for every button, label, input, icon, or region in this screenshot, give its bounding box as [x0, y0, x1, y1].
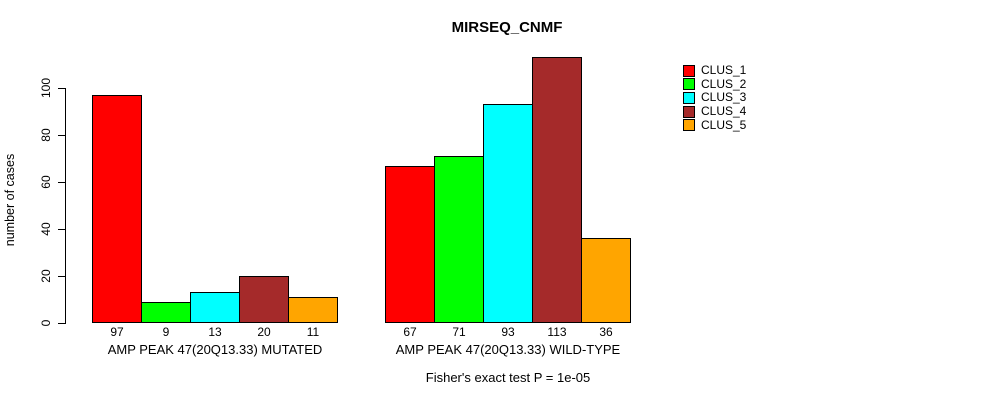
bar-value-label: 113 — [547, 325, 567, 339]
bar-clus_1-group2 — [385, 166, 435, 323]
legend-swatch — [683, 78, 695, 91]
bar-value-label: 9 — [162, 325, 170, 339]
y-tick — [58, 229, 66, 230]
bar-value-label: 97 — [110, 325, 124, 339]
y-tick-label: 80 — [39, 128, 53, 142]
bar-clus_5-group1 — [288, 297, 338, 323]
y-tick-label: 100 — [39, 77, 53, 99]
bar-value-label: 11 — [306, 325, 320, 339]
bar-value-label: 36 — [599, 325, 613, 339]
legend-item: CLUS_4 — [683, 105, 746, 119]
y-tick — [58, 276, 66, 277]
legend-swatch — [683, 105, 695, 118]
y-tick — [58, 182, 66, 183]
bar-value-label: 71 — [452, 325, 466, 339]
bar-value-label: 20 — [257, 325, 271, 339]
y-axis-line — [65, 88, 66, 324]
legend-item: CLUS_2 — [683, 76, 747, 92]
y-axis-label: number of cases — [3, 153, 17, 247]
legend-swatch — [683, 91, 695, 104]
y-tick-label: 20 — [39, 269, 53, 283]
bar-clus_4-group2 — [532, 57, 582, 323]
chart-title: MIRSEQ_CNMF — [451, 19, 563, 36]
y-tick — [58, 323, 66, 324]
legend: CLUS_1 CLUS_2 CLUS_3 CLUS_4 CLUS_5 — [683, 64, 746, 132]
group-axis-label: AMP PEAK 47(20Q13.33) WILD-TYPE — [395, 342, 621, 357]
bar-clus_5-group2 — [581, 238, 631, 323]
y-tick-label: 0 — [39, 319, 53, 327]
legend-item: CLUS_5 — [683, 118, 746, 132]
y-tick-label: 60 — [39, 175, 53, 189]
y-tick — [58, 135, 66, 136]
y-tick — [58, 88, 66, 89]
legend-swatch — [683, 64, 695, 77]
bar-clus_2-group1 — [141, 302, 191, 323]
bar-value-label: 67 — [403, 325, 417, 339]
footnote: Fisher's exact test P = 1e-05 — [425, 370, 591, 385]
legend-item: CLUS_3 — [683, 91, 746, 105]
legend-label: CLUS_4 — [701, 104, 747, 119]
legend-label: CLUS_5 — [701, 117, 747, 132]
legend-label: CLUS_1 — [701, 63, 747, 78]
legend-swatch — [683, 119, 695, 132]
bar-value-label: 13 — [208, 325, 222, 339]
legend-label: CLUS_2 — [701, 76, 747, 91]
bar-clus_3-group2 — [483, 104, 533, 323]
bar-clus_4-group1 — [239, 276, 289, 323]
bar-clus_2-group2 — [434, 156, 484, 323]
bar-clus_1-group1 — [92, 95, 142, 323]
bar-clus_3-group1 — [190, 292, 240, 323]
bar-value-label: 93 — [501, 325, 515, 339]
legend-label: CLUS_3 — [701, 90, 747, 105]
group-axis-label: AMP PEAK 47(20Q13.33) MUTATED — [107, 342, 323, 357]
legend-item: CLUS_1 — [683, 64, 746, 78]
y-tick-label: 40 — [39, 222, 53, 236]
